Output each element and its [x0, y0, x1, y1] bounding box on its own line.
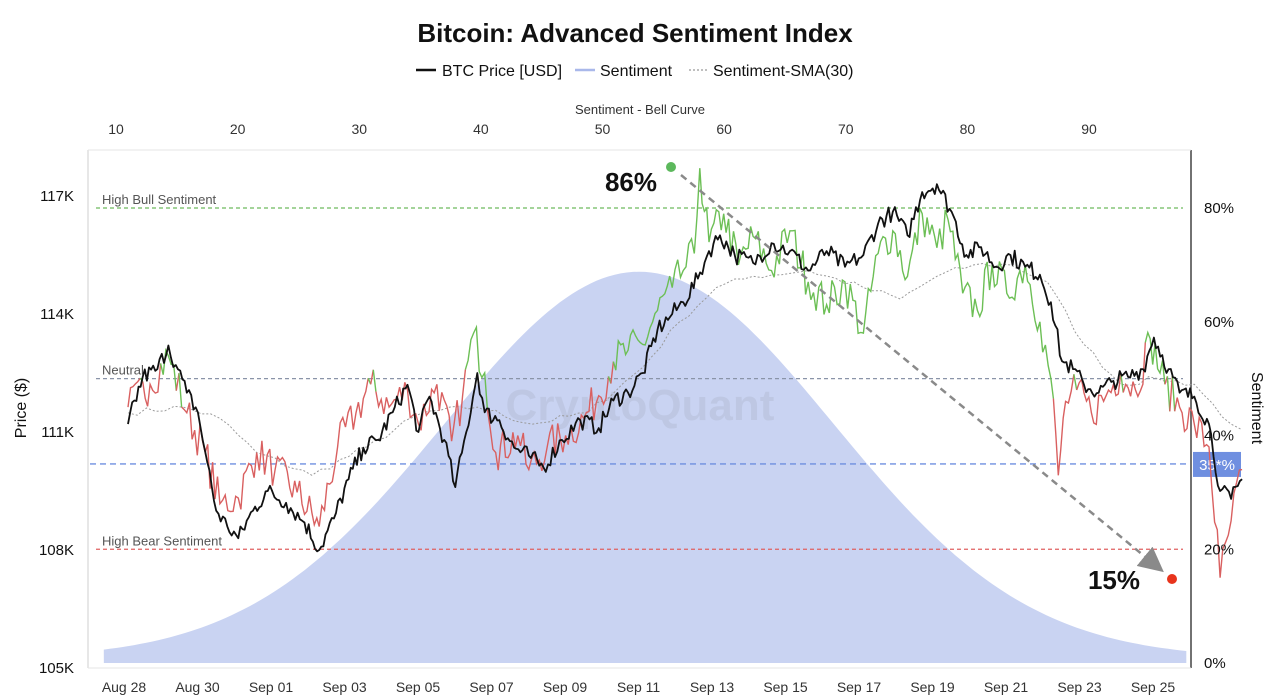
sentiment-line	[1073, 374, 1078, 391]
bell-curve-layer	[103, 271, 1187, 663]
right-tick-label: 40%	[1204, 428, 1234, 445]
x-tick-label: Sep 11	[617, 679, 661, 695]
top-tick-label: 70	[838, 121, 854, 137]
x-tick-label: Aug 30	[175, 679, 220, 695]
left-tick-label: 108K	[39, 542, 74, 559]
sentiment-line	[1052, 374, 1075, 476]
sentiment-layer	[127, 168, 1243, 578]
sentiment-line	[1174, 397, 1243, 578]
left-tick-label: 117K	[40, 188, 74, 205]
current-level-label: 35*%	[1199, 457, 1235, 474]
x-tick-label: Sep 07	[469, 679, 514, 695]
sentiment-line	[486, 376, 610, 472]
x-tick-label: Sep 13	[690, 679, 735, 695]
sentiment-line	[612, 168, 1055, 399]
sentiment-line	[1169, 375, 1173, 412]
right-tick-label: 0%	[1204, 655, 1226, 672]
reference-lines: High Bull Sentiment Neutral High Bear Sent…	[90, 192, 1241, 550]
sentiment-line	[370, 369, 374, 385]
right-axis-title: Sentiment	[1248, 372, 1265, 445]
x-tick-label: Sep 01	[249, 679, 294, 695]
annotation-layer: 86% 15%	[605, 162, 1177, 595]
right-tick-label: 60%	[1204, 314, 1234, 331]
legend-label-sentiment: Sentiment	[600, 63, 673, 80]
sentiment-line	[159, 347, 177, 391]
sentiment-line	[464, 324, 489, 410]
x-tick-label: Sep 17	[837, 679, 882, 695]
x-tick-label: Sep 03	[322, 679, 367, 695]
x-tick-label: Sep 21	[984, 679, 1029, 695]
top-tick-label: 90	[1081, 121, 1097, 137]
top-tick-label: 10	[108, 121, 124, 137]
left-axis-title: Price ($)	[13, 378, 30, 438]
sentiment-line	[181, 378, 369, 528]
sentiment-line	[178, 373, 183, 408]
x-tick-label: Sep 09	[543, 679, 588, 695]
sentiment-line	[372, 369, 377, 392]
right-tick-label: 80%	[1204, 200, 1234, 217]
x-tick-label: Sep 19	[910, 679, 955, 695]
trend-arrow	[680, 174, 1164, 573]
left-tick-label: 114K	[40, 306, 74, 323]
top-tick-label: 80	[960, 121, 976, 137]
btc-price-line	[127, 183, 1243, 553]
sma-line	[127, 262, 1243, 476]
reference-label: High Bear Sentiment	[102, 533, 222, 548]
sentiment-line	[1166, 376, 1171, 412]
reference-label: Neutral	[102, 363, 144, 378]
sentiment-line	[142, 363, 162, 407]
x-tick-label: Sep 25	[1131, 679, 1176, 695]
bell-curve-area	[103, 271, 1187, 663]
legend: BTC Price [USD] Sentiment Sentiment-SMA(…	[416, 63, 854, 80]
right-tick-label: 20%	[1204, 541, 1234, 558]
peak-marker	[666, 162, 676, 172]
left-tick-label: 111K	[41, 424, 74, 441]
sma-layer	[127, 262, 1243, 476]
price-layer	[127, 183, 1243, 553]
top-axis-title: Sentiment - Bell Curve	[575, 102, 705, 117]
watermark: CryptoQuant	[506, 381, 775, 430]
sentiment-line	[1122, 342, 1146, 399]
axis-ticks: 10 20 30 40 50 60 70 80 90 117K 114K 111K 108K 105K 80…	[39, 121, 1234, 695]
sentiment-line	[610, 361, 615, 384]
top-tick-label: 50	[595, 121, 611, 137]
top-tick-label: 20	[230, 121, 246, 137]
x-tick-label: Sep 23	[1057, 679, 1102, 695]
sentiment-line	[127, 377, 141, 408]
legend-label-sma: Sentiment-SMA(30)	[713, 63, 854, 80]
top-tick-label: 40	[473, 121, 489, 137]
x-tick-label: Sep 05	[396, 679, 441, 695]
top-tick-label: 30	[351, 121, 367, 137]
legend-label-price: BTC Price [USD]	[442, 63, 562, 80]
reference-label: High Bull Sentiment	[102, 192, 217, 207]
top-tick-label: 60	[716, 121, 732, 137]
sentiment-line	[1171, 375, 1176, 412]
x-tick-label: Aug 28	[102, 679, 147, 695]
chart-title: Bitcoin: Advanced Sentiment Index	[417, 18, 853, 48]
peak-label: 86%	[605, 167, 657, 197]
x-tick-label: Sep 15	[763, 679, 808, 695]
low-marker	[1167, 574, 1177, 584]
sentiment-line	[375, 369, 467, 442]
current-level-badge	[1193, 451, 1241, 477]
low-label: 15%	[1088, 565, 1140, 595]
left-tick-label: 105K	[39, 660, 74, 677]
